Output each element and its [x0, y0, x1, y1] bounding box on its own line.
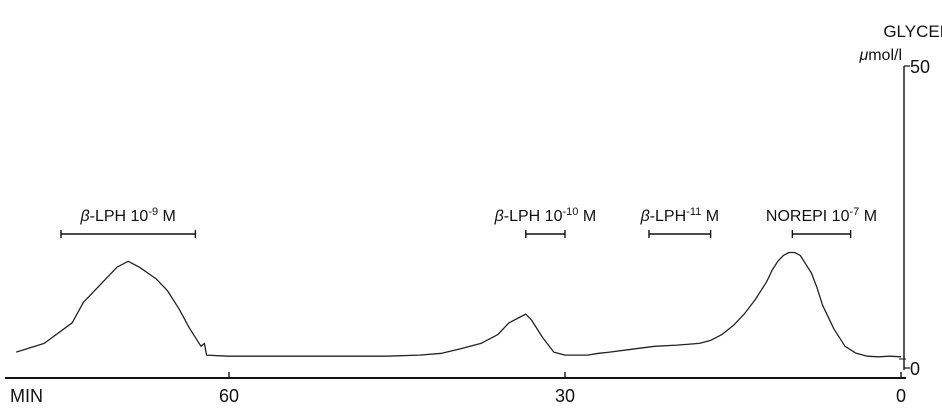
annotations: β-LPH 10-9 M β-LPH 10-10 M β-LPH-11 M NOREP…	[60, 206, 877, 238]
glycerol-trace	[16, 251, 902, 358]
stimulus-label: NOREPI 10-7 M	[766, 206, 877, 225]
y-axis: GLYCEROL μmol/l 50 0	[858, 22, 942, 379]
stimulus-label: β-LPH-11 M	[640, 206, 719, 225]
y-axis-unit: μmol/l	[858, 47, 902, 64]
x-ticks: 60 30 0	[219, 372, 906, 406]
x-axis: MIN 60 30 0	[5, 372, 906, 406]
y-ticks: 50 0	[899, 57, 930, 379]
series	[16, 251, 902, 358]
x-axis-label: MIN	[10, 386, 43, 406]
y-tick-label: 50	[910, 57, 930, 77]
stimulus-label: β-LPH 10-9 M	[79, 206, 175, 225]
stimulus-annotation: β-LPH-11 M	[640, 206, 719, 238]
y-tick-label: 0	[910, 359, 920, 379]
x-tick-label: 30	[555, 386, 575, 406]
stimulus-annotation: NOREPI 10-7 M	[766, 206, 877, 238]
stimulus-annotation: β-LPH 10-9 M	[60, 206, 197, 238]
x-tick-label: 0	[896, 386, 906, 406]
x-tick-label: 60	[219, 386, 239, 406]
y-axis-title: GLYCEROL	[883, 22, 942, 41]
stimulus-label: β-LPH 10-10 M	[494, 206, 597, 225]
stimulus-annotation: β-LPH 10-10 M	[494, 206, 597, 238]
